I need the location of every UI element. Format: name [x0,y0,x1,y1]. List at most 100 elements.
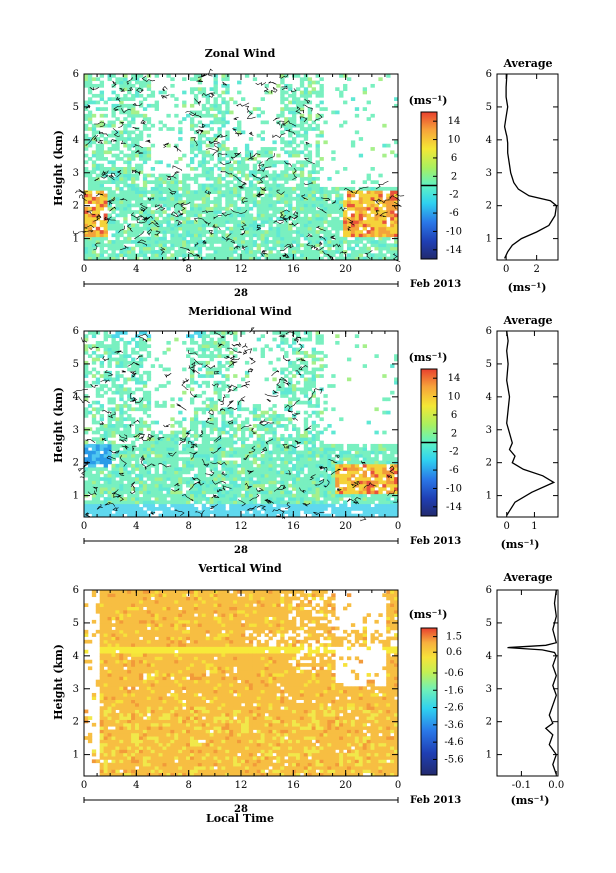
heatmap-cell [252,220,258,224]
heatmap-cell [295,477,301,481]
heatmap-cell [84,80,89,85]
heatmap-cell [131,203,136,208]
heatmap-cell [158,490,163,495]
heatmap-cell [382,240,387,244]
heatmap-cell [288,467,293,471]
heatmap-cell [84,384,89,388]
heatmap-cell [241,253,246,258]
heatmap-cell [295,103,301,108]
heatmap-cell [154,480,159,485]
x-tick-label: 0 [81,264,87,275]
heatmap-cell [174,460,179,465]
heatmap-cell [213,453,218,458]
heatmap-cell [233,200,238,204]
heatmap-cell [91,250,97,254]
heatmap-cell [260,354,265,358]
heatmap-cell [87,480,93,485]
heatmap-cell [272,240,277,244]
heatmap-cell [201,196,207,201]
heatmap-cell [174,467,179,471]
heatmap-cell [127,130,132,135]
heatmap-cell [237,183,242,188]
heatmap-cell [256,250,262,254]
heatmap-cell [189,87,195,92]
zero-contour [143,215,153,222]
zero-contour [347,226,352,231]
heatmap-cell [295,196,301,201]
heatmap-cell [339,503,344,508]
heatmap-cell [111,440,116,445]
heatmap-cell [252,487,258,491]
heatmap-cell [260,173,265,178]
heatmap-cell [84,206,89,211]
heatmap-cell [213,480,218,485]
heatmap-cell [166,213,171,218]
heatmap-cell [233,417,238,422]
heatmap-cell [268,206,273,211]
heatmap-cell [95,510,101,515]
heatmap-cell [103,180,108,185]
heatmap-cell [292,206,297,211]
heatmap-cell [229,200,234,204]
heatmap-cell [111,216,116,221]
heatmap-cell [241,424,246,428]
heatmap-cell [390,243,395,248]
heatmap-cell [182,500,187,505]
heatmap-cell [315,250,320,254]
heatmap-cell [99,240,105,244]
heatmap-cell [209,216,214,221]
heatmap-cell [217,216,222,221]
zero-contour [372,198,382,205]
heatmap-cell [87,180,93,185]
heatmap-cell [146,153,152,158]
heatmap-cell [84,160,89,165]
heatmap-cell [311,193,316,198]
heatmap-cell [174,493,179,498]
heatmap-cell [221,460,226,465]
heatmap-cell [182,176,187,181]
heatmap-cell [87,196,93,201]
heatmap-cell [292,163,297,168]
heatmap-cell [87,483,93,488]
heatmap-cell [358,210,364,214]
zero-contour [331,200,336,204]
heatmap-cell [99,196,105,201]
heatmap-cell [123,200,128,204]
heatmap-cell [350,203,356,208]
heatmap-cell [358,240,364,244]
heatmap-cell [244,206,250,211]
heatmap-cell [295,183,301,188]
zero-contour [241,244,248,251]
heatmap-cell [103,223,108,228]
heatmap-cell [115,384,120,388]
heatmap-cell [256,440,262,445]
heatmap-cell [115,240,120,244]
zero-contour [314,113,323,122]
heatmap-cell [225,377,230,382]
heatmap-cell [154,473,159,478]
heatmap-cell [84,473,89,478]
heatmap-cell [205,223,211,228]
heatmap-cell [154,160,159,165]
heatmap-cell [107,487,112,491]
heatmap-cell [99,354,105,358]
heatmap-cell [241,460,246,465]
heatmap-cell [311,374,316,378]
heatmap-cell [146,390,152,395]
heatmap-cell [213,74,218,78]
heatmap-cell [135,500,140,505]
heatmap-cell [280,377,285,382]
heatmap-cell [123,103,128,108]
heatmap-cell [91,183,97,188]
heatmap-cell [127,157,132,161]
heatmap-cell [323,186,328,191]
heatmap-cell [339,256,344,261]
zero-contour [300,194,308,200]
heatmap-cell [284,127,289,131]
heatmap-cell [252,507,258,511]
heatmap-cell [103,453,108,458]
heatmap-cell [280,77,285,82]
heatmap-cell [386,256,391,261]
heatmap-cell [138,470,144,475]
heatmap-cell [323,206,328,211]
